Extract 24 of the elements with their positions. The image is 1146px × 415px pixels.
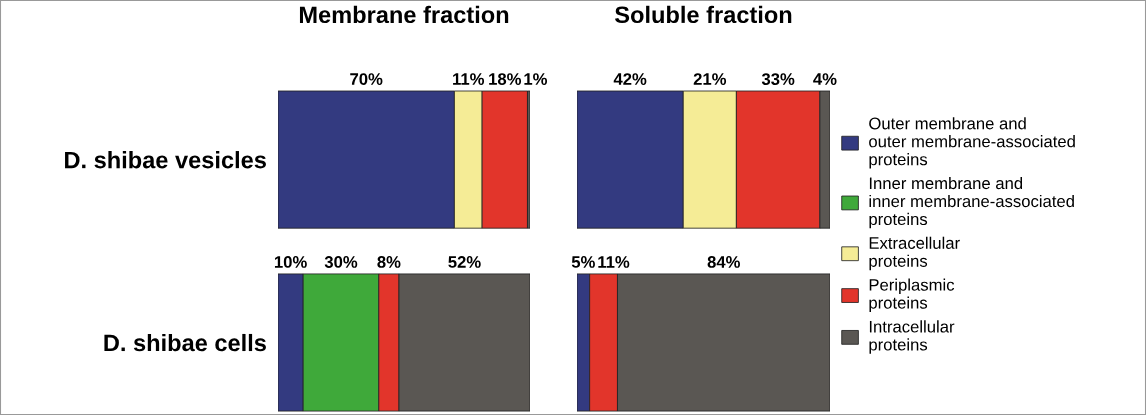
legend-label: Inner membrane and inner membrane-associated proteins: [869, 176, 1074, 229]
y-tick-label: D. shibae vesicles: [65, 151, 266, 169]
legend-label: Intracellular proteins: [869, 320, 955, 354]
y-tick-label: D. shibae cells: [104, 333, 266, 352]
legend-label: Outer membrane and outer membrane-associated proteins: [869, 117, 1075, 169]
data-label: 5%: [571, 256, 595, 268]
chart-title: Membrane fraction: [299, 5, 509, 24]
data-label: 8%: [377, 256, 401, 268]
legend-label: Extracellular proteins: [869, 236, 960, 271]
data-label: 11%: [598, 256, 630, 268]
data-label: 1%: [524, 73, 548, 85]
data-label: 42%: [613, 73, 647, 85]
data-label: 11%: [453, 73, 485, 85]
data-label: 10%: [274, 256, 307, 268]
data-label: 4%: [813, 73, 837, 85]
chart-title: Soluble fraction: [614, 5, 792, 24]
data-label: 70%: [350, 73, 383, 85]
data-label: 52%: [448, 256, 481, 268]
data-label: 21%: [693, 73, 727, 85]
data-label: 33%: [761, 73, 795, 85]
data-label: 18%: [489, 73, 522, 85]
data-label: 30%: [324, 256, 358, 268]
legend-label: Periplasmic proteins: [869, 278, 955, 313]
data-label: 84%: [707, 256, 740, 268]
